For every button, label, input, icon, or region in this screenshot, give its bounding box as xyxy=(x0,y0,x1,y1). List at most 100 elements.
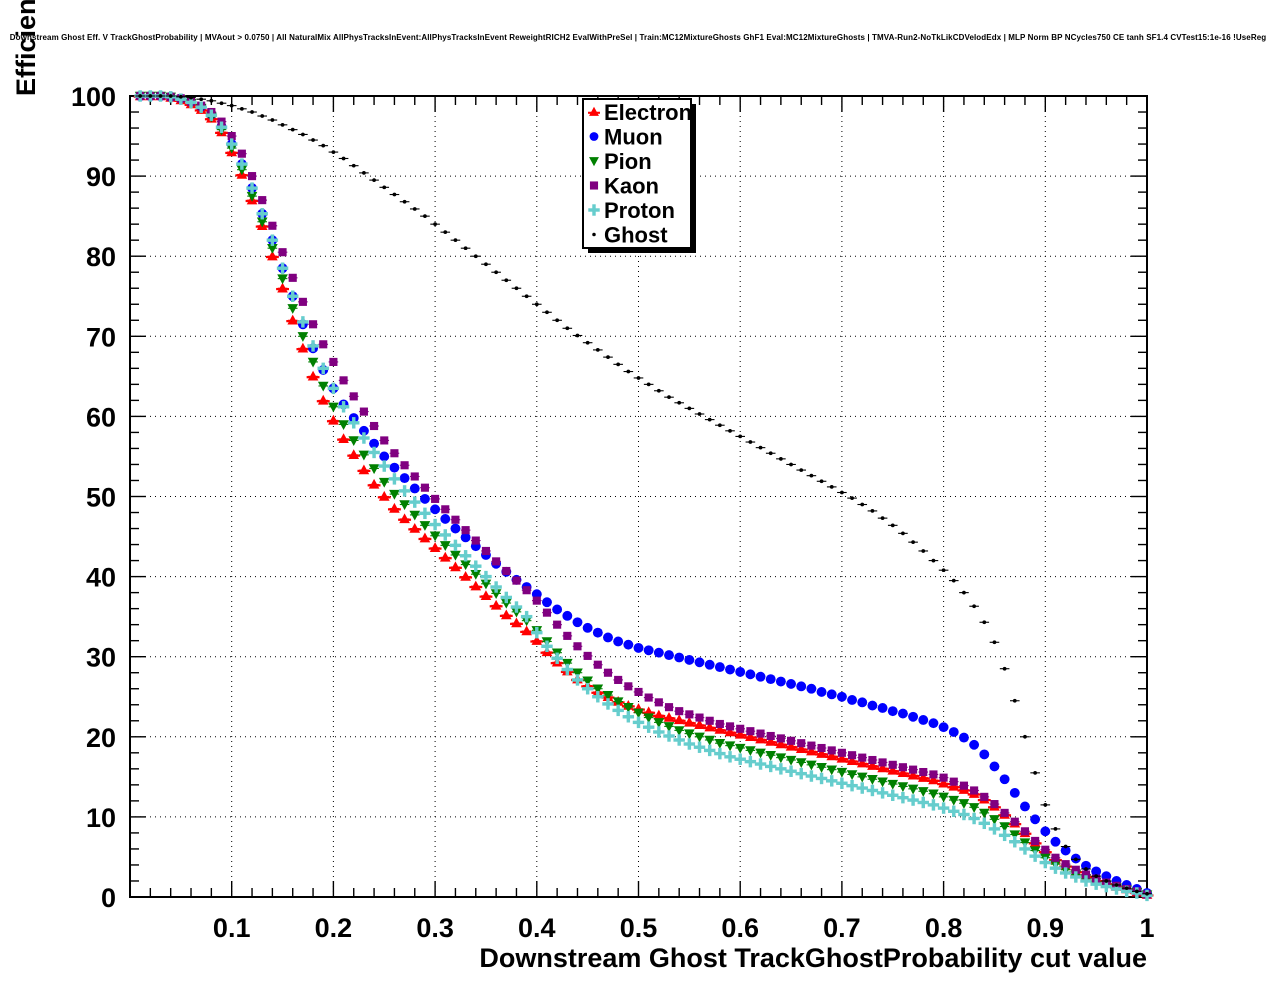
data-point xyxy=(612,704,624,717)
data-point xyxy=(390,449,399,458)
data-point xyxy=(378,460,390,472)
data-point xyxy=(490,581,502,593)
data-point xyxy=(561,663,574,676)
data-point xyxy=(409,483,420,494)
data-point xyxy=(572,668,583,679)
data-point xyxy=(387,502,401,513)
data-point xyxy=(927,799,940,811)
data-point xyxy=(786,736,796,745)
data-point xyxy=(412,207,417,211)
data-point xyxy=(776,734,785,743)
data-point xyxy=(809,473,814,478)
data-point xyxy=(877,777,888,788)
data-point xyxy=(246,182,258,194)
data-point xyxy=(348,436,360,447)
x-tick-label: 0.6 xyxy=(721,913,759,943)
data-point xyxy=(626,369,631,374)
data-point xyxy=(918,715,929,725)
data-point xyxy=(443,230,448,235)
data-point xyxy=(492,557,501,566)
legend-item-pion[interactable]: Pion xyxy=(589,149,652,174)
data-point xyxy=(1010,817,1019,826)
data-point xyxy=(297,332,309,342)
data-point xyxy=(765,674,776,685)
data-point xyxy=(785,765,797,777)
data-point xyxy=(1134,889,1139,894)
legend-item-proton[interactable]: Proton xyxy=(588,198,675,223)
data-point xyxy=(148,94,153,98)
data-point xyxy=(827,746,836,755)
data-point xyxy=(890,523,895,528)
data-point xyxy=(431,494,440,503)
data-point xyxy=(901,531,905,536)
data-point xyxy=(1124,886,1129,891)
data-point xyxy=(866,784,879,797)
data-point xyxy=(789,462,793,467)
data-point xyxy=(276,262,289,274)
data-point xyxy=(634,687,643,696)
data-point xyxy=(410,472,419,481)
data-point xyxy=(287,304,299,314)
data-point xyxy=(449,561,462,572)
data-point xyxy=(258,196,267,205)
data-point xyxy=(633,708,644,719)
data-point xyxy=(357,464,371,475)
series-ghost xyxy=(135,94,1152,896)
data-point xyxy=(595,348,600,352)
x-tick-label: 0.5 xyxy=(620,913,658,943)
data-point xyxy=(694,732,705,743)
data-point xyxy=(1063,844,1068,849)
data-point xyxy=(307,357,319,368)
data-point xyxy=(1061,860,1070,869)
data-point xyxy=(909,765,918,774)
x-tick-label: 0.3 xyxy=(416,913,454,943)
data-point xyxy=(797,739,806,748)
data-point xyxy=(654,698,663,707)
data-point xyxy=(623,702,634,713)
legend-item-electron[interactable]: Electron xyxy=(588,100,692,125)
data-point xyxy=(319,340,328,349)
data-point xyxy=(399,500,410,511)
data-point xyxy=(938,722,949,733)
legend-item-muon[interactable]: Muon xyxy=(589,125,663,150)
data-point xyxy=(138,94,143,98)
data-point xyxy=(868,755,877,765)
data-point xyxy=(664,650,674,661)
data-point xyxy=(351,163,356,168)
data-point xyxy=(402,199,407,204)
data-point xyxy=(794,743,808,754)
data-point xyxy=(1145,891,1149,896)
data-point xyxy=(1019,843,1031,855)
data-point xyxy=(349,392,358,401)
data-point xyxy=(1053,827,1058,831)
data-point xyxy=(941,568,946,573)
data-point xyxy=(490,589,502,600)
legend-item-kaon[interactable]: Kaon xyxy=(589,174,659,199)
data-point xyxy=(1020,801,1030,812)
data-point xyxy=(646,382,651,387)
legend-marker-proton xyxy=(588,204,600,216)
data-point xyxy=(388,473,401,485)
data-point xyxy=(423,214,427,219)
data-point xyxy=(705,716,714,725)
data-point xyxy=(326,414,340,425)
data-point xyxy=(673,734,685,746)
data-point xyxy=(826,765,838,776)
data-point xyxy=(175,93,187,105)
data-point xyxy=(250,110,254,114)
data-point xyxy=(1043,803,1048,807)
data-point xyxy=(168,94,173,98)
data-point xyxy=(370,421,379,431)
data-point xyxy=(836,777,848,789)
data-point xyxy=(265,250,279,261)
data-point xyxy=(937,777,951,788)
data-point xyxy=(856,772,868,783)
data-point xyxy=(743,731,757,741)
data-point xyxy=(1009,830,1021,841)
data-point xyxy=(219,101,224,106)
legend-item-ghost[interactable]: Ghost xyxy=(592,223,668,248)
data-point xyxy=(816,763,827,773)
data-point xyxy=(725,664,735,675)
data-point xyxy=(919,767,928,777)
